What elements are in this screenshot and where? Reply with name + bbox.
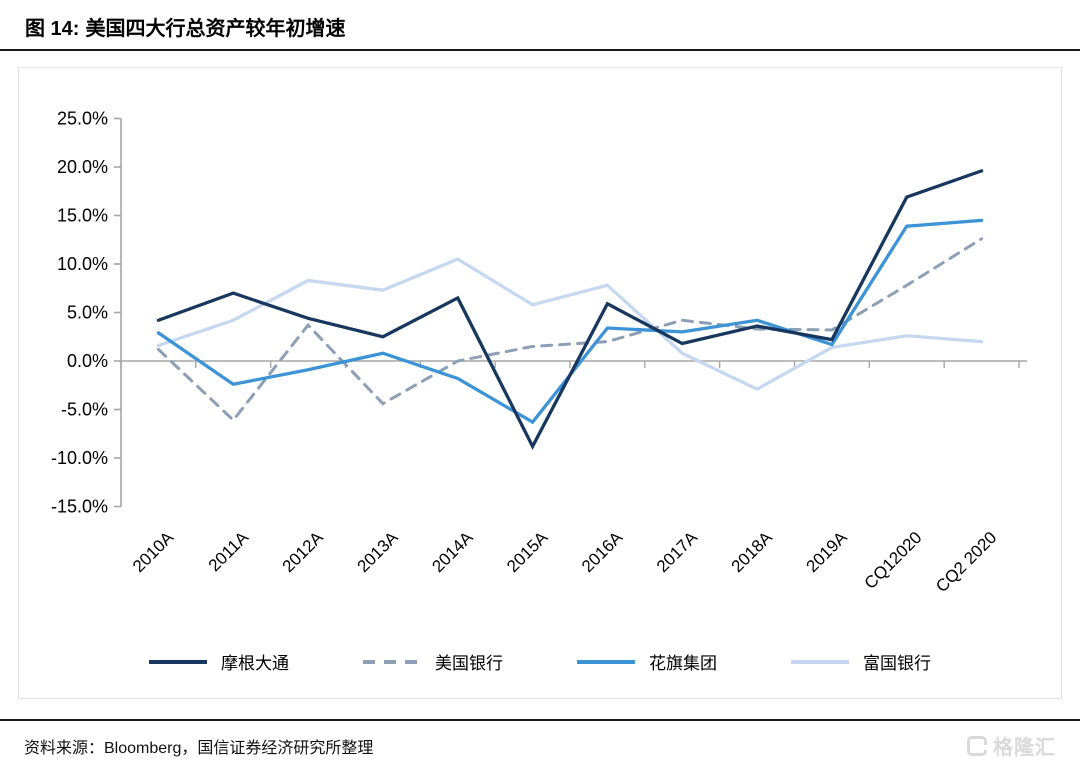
- legend-swatch-solid: [577, 659, 635, 664]
- series-line-富国银行: [156, 257, 984, 391]
- legend-swatch-dashed: [363, 659, 421, 664]
- legend-label: 富国银行: [863, 654, 931, 673]
- footer-divider: [0, 719, 1080, 721]
- legend-label: 摩根大通: [221, 654, 289, 673]
- y-tick-label: -5.0%: [61, 400, 108, 420]
- x-tick-label: 2012A: [279, 527, 328, 576]
- chart-legend: 摩根大通 美国银行 花旗集团 富国银行: [19, 649, 1061, 674]
- y-tick-label: 20.0%: [57, 157, 108, 177]
- legend-label: 美国银行: [435, 654, 503, 673]
- legend-item-美国银行: 美国银行: [363, 649, 503, 674]
- x-tick-label: CQ12020: [861, 528, 926, 593]
- series-line-摩根大通: [156, 169, 984, 450]
- figure-header: 图 14: 美国四大行总资产较年初增速: [0, 0, 1080, 49]
- x-tick-label: 2010A: [129, 527, 178, 576]
- x-tick-label: 2011A: [205, 527, 253, 575]
- line-chart: 25.0% 20.0% 15.0% 10.0% 5.0% 0.0% -5.0% -10.0% -…: [51, 109, 1027, 596]
- series-line-美国银行: [156, 237, 984, 423]
- legend-swatch-solid: [149, 659, 207, 664]
- x-tick-label: 2015A: [503, 527, 552, 576]
- x-tick-label: 2013A: [354, 527, 403, 576]
- legend-swatch-solid: [791, 659, 849, 664]
- y-tick-label: 25.0%: [57, 109, 108, 129]
- legend-label: 花旗集团: [649, 654, 717, 673]
- y-tick-label: 15.0%: [57, 206, 108, 226]
- data-source-note: 资料来源：Bloomberg，国信证券经济研究所整理: [24, 739, 374, 757]
- x-tick-label: 2019A: [803, 527, 852, 576]
- x-tick-label: 2018A: [728, 527, 777, 576]
- x-tick-label: 2017A: [653, 527, 702, 576]
- gelonghui-logo: 格隆汇: [967, 731, 1056, 760]
- x-tick-label: 2016A: [578, 527, 627, 576]
- y-tick-label: -10.0%: [51, 448, 108, 468]
- legend-item-摩根大通: 摩根大通: [149, 649, 289, 674]
- x-tick-label: CQ2 2020: [932, 528, 1000, 596]
- footer: 资料来源：Bloomberg，国信证券经济研究所整理 格隆汇: [0, 721, 1080, 760]
- gelonghui-icon: [967, 735, 987, 756]
- y-tick-label: 10.0%: [57, 254, 108, 274]
- chart-area: 25.0% 20.0% 15.0% 10.0% 5.0% 0.0% -5.0% -10.0% -…: [18, 67, 1062, 699]
- legend-item-富国银行: 富国银行: [791, 649, 931, 674]
- legend-item-花旗集团: 花旗集团: [577, 649, 717, 674]
- y-tick-label: 5.0%: [67, 303, 108, 323]
- title-divider: [0, 49, 1080, 51]
- gelonghui-logo-text: 格隆汇: [993, 737, 1056, 759]
- y-tick-label: 0.0%: [67, 351, 108, 371]
- series-line-花旗集团: [156, 218, 984, 425]
- figure-title: 美国四大行总资产较年初增速: [85, 18, 346, 40]
- x-tick-label: 2014A: [428, 527, 477, 576]
- y-tick-label: -15.0%: [51, 497, 108, 517]
- figure-number: 图 14:: [25, 18, 80, 40]
